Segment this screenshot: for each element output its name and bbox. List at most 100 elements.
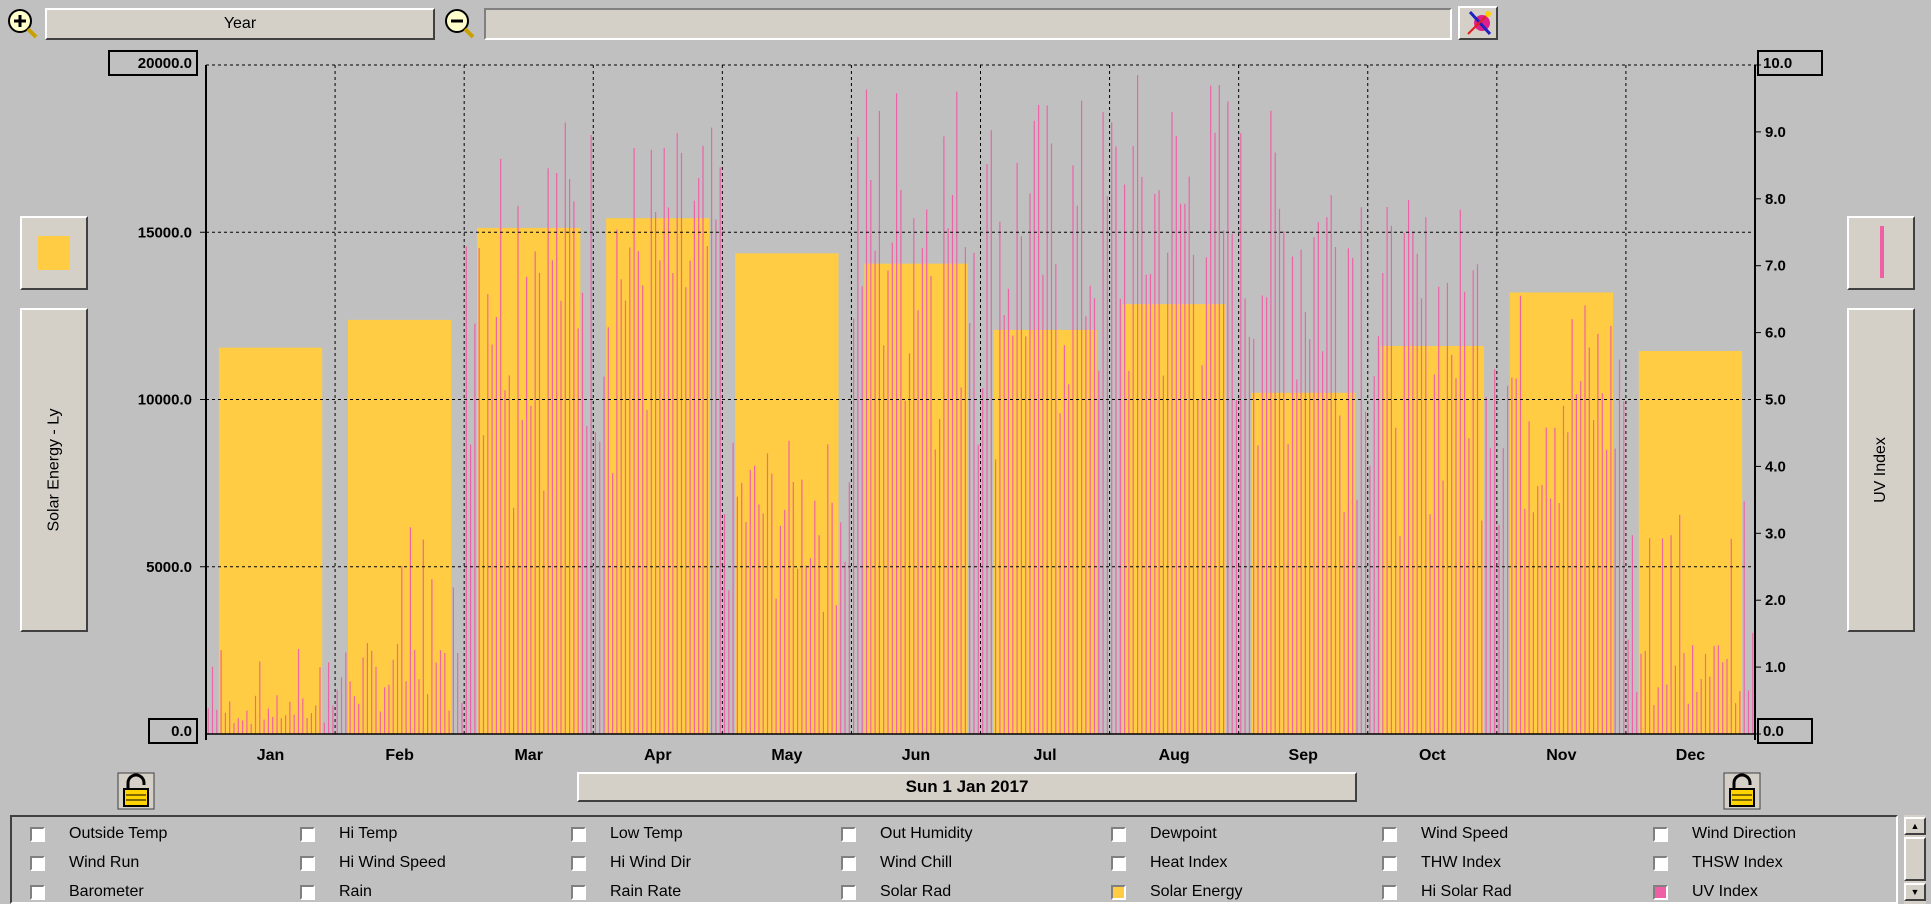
solar-energy-bar [218, 347, 323, 734]
left-axis-top-value[interactable]: 20000.0 [108, 50, 198, 76]
right-tick-label: 9.0 [1765, 124, 1786, 141]
lock-icon [117, 772, 155, 810]
legend-label: THSW Index [1692, 854, 1783, 871]
solar-energy-bar [864, 263, 968, 734]
legend-checkbox[interactable] [1653, 884, 1668, 900]
right-tick-label: 2.0 [1765, 592, 1786, 609]
left-axis-label-button[interactable]: Solar Energy - Ly [20, 308, 88, 632]
legend-item[interactable]: Wind Chill [841, 852, 952, 874]
legend-checkbox[interactable] [841, 855, 856, 871]
legend-item[interactable]: Hi Wind Speed [300, 852, 446, 874]
solar-energy-bar [1509, 292, 1614, 734]
right-axis-top-value[interactable]: 10.0 [1757, 50, 1823, 76]
period-label: Year [223, 15, 257, 32]
legend-checkbox[interactable] [1653, 855, 1668, 871]
legend-label: Wind Speed [1421, 825, 1509, 842]
legend-checkbox[interactable] [30, 826, 45, 842]
left-tick-label: 10000.0 [138, 392, 192, 409]
right-tick-label: 3.0 [1765, 525, 1786, 542]
uv-index-series [207, 75, 1754, 734]
month-label: May [771, 747, 802, 764]
legend-item[interactable]: THSW Index [1653, 852, 1783, 874]
left-lock-button[interactable] [116, 771, 156, 811]
legend-label: Hi Temp [339, 825, 398, 842]
right-tick-label: 4.0 [1765, 458, 1786, 475]
left-series-swatch-button[interactable] [20, 216, 88, 290]
right-lock-button[interactable] [1722, 771, 1762, 811]
solar-energy-bar [477, 227, 581, 735]
series-legend-panel: Outside Temp Hi Temp Low Temp Out Humidity D… [10, 815, 1898, 904]
legend-checkbox[interactable] [300, 826, 315, 842]
legend-item[interactable]: Hi Solar Rad [1382, 881, 1512, 903]
scroll-down-button[interactable]: ▼ [1904, 883, 1926, 901]
legend-item[interactable]: Solar Rad [841, 881, 951, 903]
legend-item[interactable]: Wind Run [30, 852, 139, 874]
month-label: Jul [1033, 747, 1056, 764]
legend-checkbox[interactable] [1111, 826, 1126, 842]
legend-item[interactable]: Heat Index [1111, 852, 1227, 874]
legend-checkbox[interactable] [1111, 884, 1126, 900]
legend-item[interactable]: Outside Temp [30, 823, 167, 845]
legend-item[interactable]: Low Temp [571, 823, 683, 845]
legend-item[interactable]: Out Humidity [841, 823, 972, 845]
legend-checkbox[interactable] [841, 884, 856, 900]
right-axis-label-button[interactable]: UV Index [1847, 308, 1915, 632]
solar-energy-bar [606, 218, 710, 735]
color-picker-icon [1467, 10, 1492, 36]
scroll-thumb[interactable] [1904, 837, 1926, 881]
legend-label: Hi Wind Speed [339, 854, 446, 871]
legend-item[interactable]: Rain [300, 881, 372, 903]
legend-checkbox[interactable] [30, 855, 45, 871]
left-tick-label: 5000.0 [146, 559, 192, 576]
month-label: Apr [644, 747, 672, 764]
left-axis-bottom-value[interactable]: 0.0 [148, 718, 198, 744]
solar-energy-swatch [38, 236, 70, 270]
legend-checkbox[interactable] [571, 884, 586, 900]
legend-item[interactable]: Dewpoint [1111, 823, 1217, 845]
right-series-swatch-button[interactable] [1847, 216, 1915, 290]
legend-scrollbar[interactable]: ▲ ▼ [1904, 815, 1926, 904]
right-axis-bottom-value[interactable]: 0.0 [1757, 718, 1813, 744]
legend-checkbox[interactable] [571, 855, 586, 871]
legend-item[interactable]: Barometer [30, 881, 144, 903]
solar-energy-bar [1251, 392, 1355, 734]
scroll-up-button[interactable]: ▲ [1904, 817, 1926, 835]
legend-checkbox[interactable] [1382, 884, 1397, 900]
zoom-in-button[interactable] [6, 7, 38, 39]
legend-checkbox[interactable] [300, 884, 315, 900]
period-selector[interactable]: Year [45, 8, 435, 40]
legend-label: Out Humidity [880, 825, 973, 842]
legend-item[interactable]: THW Index [1382, 852, 1501, 874]
zoom-out-button[interactable] [443, 7, 475, 39]
time-scroll-bar[interactable] [484, 8, 1452, 40]
lock-icon [1723, 772, 1761, 810]
legend-checkbox[interactable] [1382, 855, 1397, 871]
legend-checkbox[interactable] [1382, 826, 1397, 842]
legend-label: Wind Chill [880, 854, 953, 871]
legend-label: Barometer [69, 883, 144, 900]
legend-checkbox[interactable] [1653, 826, 1668, 842]
legend-checkbox[interactable] [300, 855, 315, 871]
legend-checkbox[interactable] [1111, 855, 1126, 871]
legend-checkbox[interactable] [571, 826, 586, 842]
right-tick-label: 7.0 [1765, 258, 1786, 275]
legend-item[interactable]: Hi Temp [300, 823, 397, 845]
month-label: Aug [1159, 747, 1190, 764]
legend-item[interactable]: Wind Direction [1653, 823, 1796, 845]
legend-checkbox[interactable] [841, 826, 856, 842]
solar-energy-bar [1638, 350, 1743, 734]
legend-label: Outside Temp [69, 825, 168, 842]
solar-energy-bar [1380, 345, 1484, 734]
month-label: Oct [1419, 747, 1446, 764]
legend-item[interactable]: Solar Energy [1111, 881, 1243, 903]
legend-item[interactable]: UV Index [1653, 881, 1758, 903]
month-label: Jun [902, 747, 930, 764]
legend-label: Low Temp [610, 825, 683, 842]
right-tick-label: 8.0 [1765, 191, 1786, 208]
legend-item[interactable]: Wind Speed [1382, 823, 1508, 845]
legend-checkbox[interactable] [30, 884, 45, 900]
legend-item[interactable]: Rain Rate [571, 881, 681, 903]
date-button[interactable]: Sun 1 Jan 2017 [577, 772, 1357, 802]
color-picker-button[interactable] [1458, 6, 1498, 40]
legend-item[interactable]: Hi Wind Dir [571, 852, 691, 874]
